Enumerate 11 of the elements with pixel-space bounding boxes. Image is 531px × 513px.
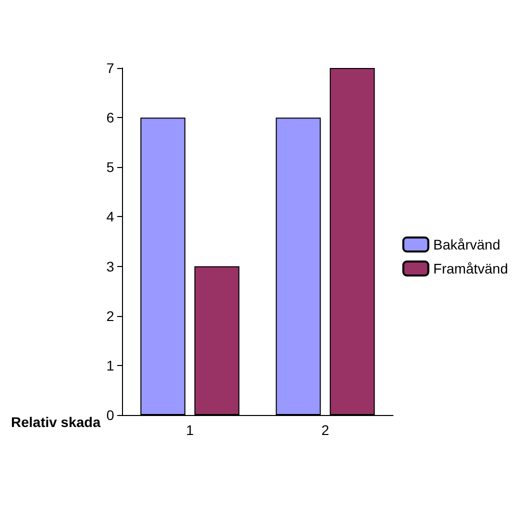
y-tick-label: 3 bbox=[106, 258, 114, 274]
y-tick-label: 2 bbox=[106, 308, 114, 324]
y-tick-label: 4 bbox=[106, 208, 114, 225]
x-axis-title: Relativ skada bbox=[11, 414, 101, 430]
legend-label: Bakårvänd bbox=[433, 236, 500, 252]
y-tick-label: 7 bbox=[106, 60, 114, 76]
y-tick-label: 6 bbox=[106, 110, 114, 126]
y-tick-label: 1 bbox=[106, 357, 114, 374]
legend-label: Framåtvänd bbox=[433, 260, 508, 276]
y-tick-label: 0 bbox=[106, 407, 114, 423]
y-tick-label: 5 bbox=[106, 159, 114, 176]
